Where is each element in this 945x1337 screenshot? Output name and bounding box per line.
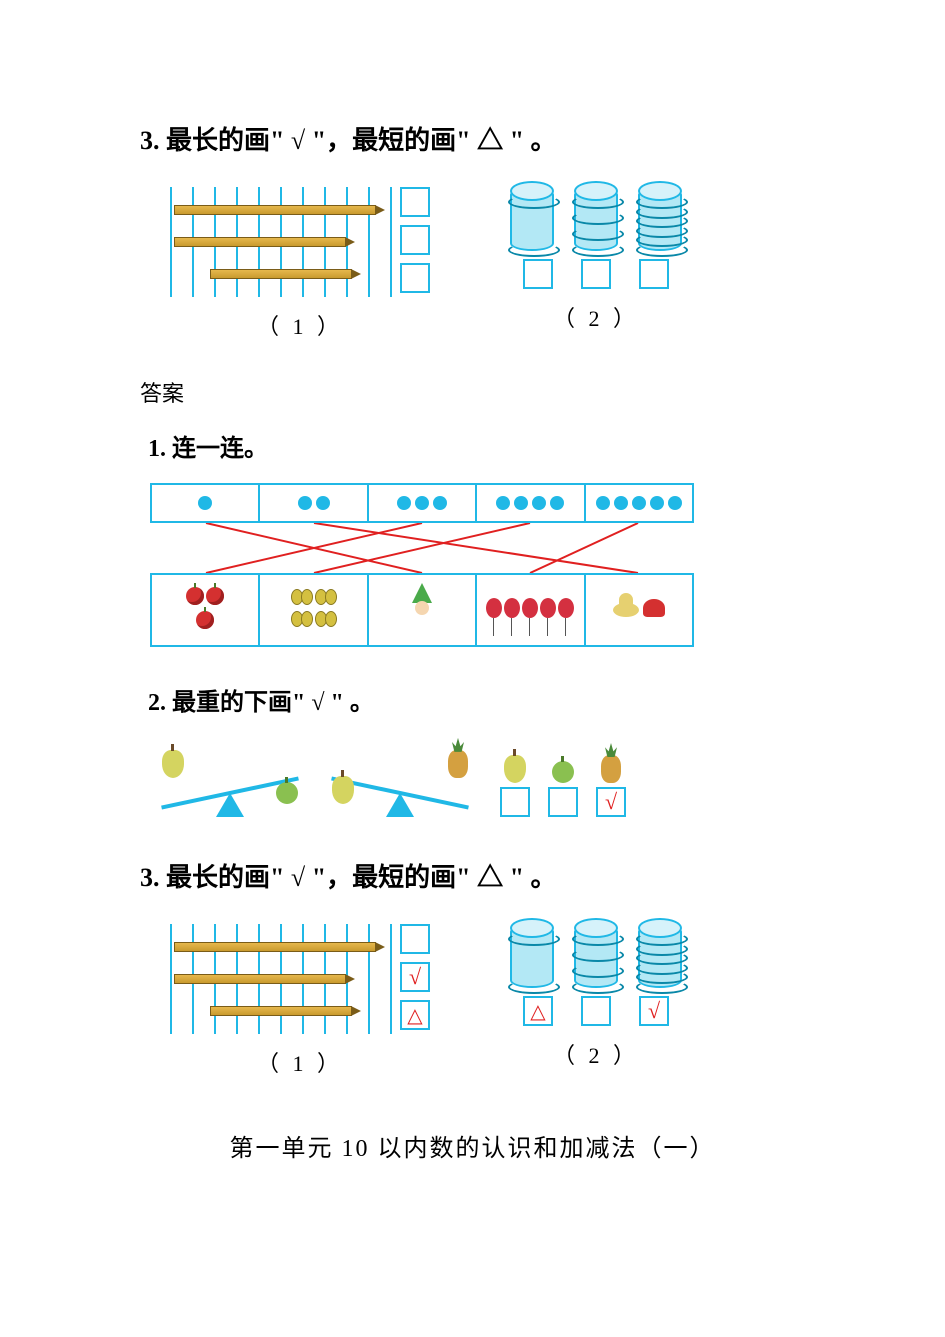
q3a-fig2-label: （ 2 ）: [553, 1038, 639, 1070]
answer-box[interactable]: [500, 787, 530, 817]
answer-box[interactable]: [581, 259, 611, 289]
pic-cell: [586, 575, 692, 645]
q2-scales: √: [160, 737, 805, 817]
q3-fig2-label: （ 2 ）: [553, 301, 639, 333]
q3-title: 3. 最长的画" √ "，最短的画" △ " 。: [140, 120, 805, 157]
answer-box[interactable]: [581, 996, 611, 1026]
answer-box[interactable]: [400, 225, 430, 255]
q2-result-boxes: √: [500, 755, 626, 817]
pencil-grid-ans: [170, 924, 390, 1034]
answer-box[interactable]: √: [596, 787, 626, 817]
dot-row: [150, 483, 694, 523]
answer-box[interactable]: [400, 263, 430, 293]
pic-cell: [260, 575, 368, 645]
q3-fig2-answer-row: [523, 259, 669, 289]
answer-box[interactable]: △: [400, 1000, 430, 1030]
q2-title: 2. 最重的下画" √ " 。: [148, 682, 805, 717]
q3a-fig1-answer-col: √△: [400, 924, 430, 1030]
pic-cell: [477, 575, 585, 645]
match-lines: [152, 523, 692, 573]
answer-box[interactable]: √: [400, 962, 430, 992]
pic-row: [150, 573, 694, 647]
q3-fig1-label: （ 1 ）: [257, 309, 343, 341]
pencil-grid: [170, 187, 390, 297]
q3a-fig1: √△ （ 1 ）: [170, 924, 430, 1078]
balance-scale: [160, 737, 300, 817]
pic-cell: [152, 575, 260, 645]
answer-box[interactable]: [639, 259, 669, 289]
q3a-fig2: △√ （ 2 ）: [500, 924, 692, 1070]
dot-cell: [477, 485, 585, 521]
q3-figures-row: （ 1 ） （ 2 ）: [170, 187, 805, 341]
answer-box[interactable]: [523, 259, 553, 289]
dot-cell: [152, 485, 260, 521]
q3a-fig2-answer-row: △√: [523, 996, 669, 1026]
q1-match: [150, 483, 805, 647]
dot-cell: [260, 485, 368, 521]
q3a-fig1-label: （ 1 ）: [257, 1046, 343, 1078]
pic-cell: [369, 575, 477, 645]
q3-answer-title: 3. 最长的画" √ "，最短的画" △ " 。: [140, 857, 805, 894]
q3-fig2: （ 2 ）: [500, 187, 692, 333]
q3-answer-row: √△ （ 1 ） △√ （ 2 ）: [170, 924, 805, 1078]
balance-scale: [330, 737, 470, 817]
answer-box[interactable]: [400, 187, 430, 217]
cylinder-row-ans: [500, 924, 692, 988]
answer-box[interactable]: [548, 787, 578, 817]
dot-cell: [369, 485, 477, 521]
dot-cell: [586, 485, 692, 521]
worksheet-page: 3. 最长的画" √ "，最短的画" △ " 。 （ 1 ） （ 2 ） 答案 …: [0, 0, 945, 1223]
q1-title: 1. 连一连。: [148, 428, 805, 463]
answer-header: 答案: [140, 376, 805, 408]
unit-title: 第一单元 10 以内数的认识和加减法（一）: [140, 1128, 805, 1163]
answer-box[interactable]: [400, 924, 430, 954]
q3-fig1: （ 1 ）: [170, 187, 430, 341]
cylinder-row: [500, 187, 692, 251]
q3-fig1-answer-col: [400, 187, 430, 293]
answer-box[interactable]: △: [523, 996, 553, 1026]
answer-box[interactable]: √: [639, 996, 669, 1026]
